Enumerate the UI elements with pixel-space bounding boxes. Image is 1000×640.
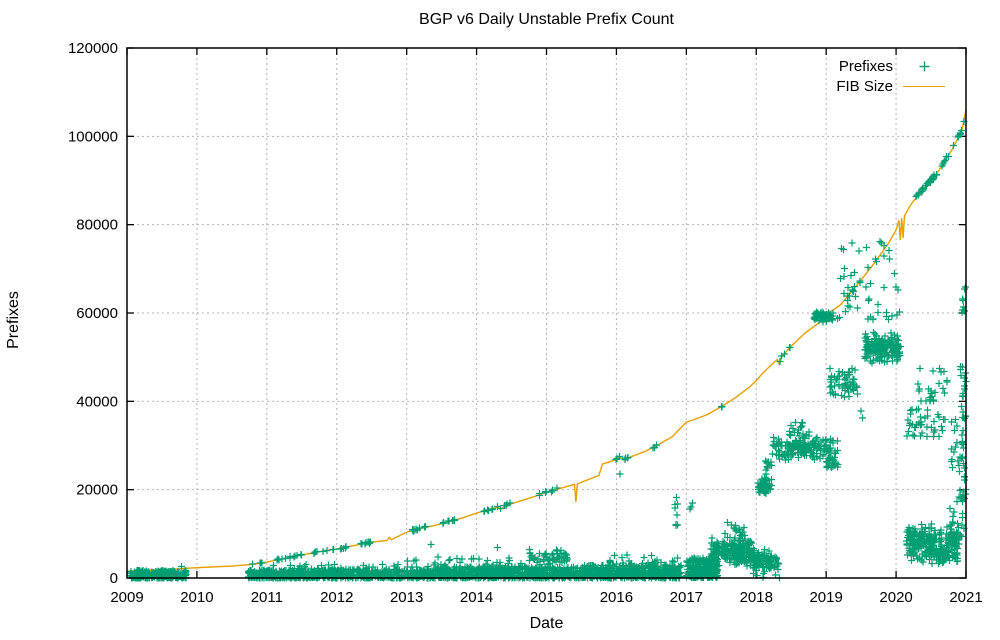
svg-text:2017: 2017 (670, 589, 703, 606)
svg-text:2009: 2009 (110, 589, 143, 606)
svg-text:2016: 2016 (600, 589, 633, 606)
svg-text:2020: 2020 (879, 589, 912, 606)
legend: Prefixes FIB Size (770, 56, 955, 96)
svg-text:2011: 2011 (251, 589, 283, 606)
legend-row-prefixes: Prefixes (770, 56, 955, 76)
svg-text:2018: 2018 (740, 589, 773, 606)
svg-text:2014: 2014 (460, 589, 493, 606)
legend-label-prefixes: Prefixes (838, 57, 893, 75)
svg-text:0: 0 (110, 570, 118, 587)
svg-text:2021: 2021 (949, 589, 982, 606)
x-axis-label: Date (529, 615, 564, 632)
svg-text:2010: 2010 (180, 589, 213, 606)
fib-line-icon (893, 85, 955, 87)
svg-text:80000: 80000 (76, 217, 118, 234)
svg-text:120000: 120000 (68, 40, 118, 57)
svg-text:40000: 40000 (76, 393, 118, 410)
legend-label-fib: FIB Size (836, 77, 893, 95)
chart-title: BGP v6 Daily Unstable Prefix Count (419, 11, 674, 28)
svg-text:2015: 2015 (530, 589, 563, 606)
prefixes-point-icon (893, 60, 955, 73)
prefixes-scatter (127, 118, 970, 582)
legend-row-fib: FIB Size (770, 76, 955, 96)
svg-text:60000: 60000 (76, 305, 118, 322)
svg-text:20000: 20000 (76, 482, 118, 499)
svg-text:100000: 100000 (68, 128, 118, 145)
svg-text:2012: 2012 (320, 589, 353, 606)
svg-text:2019: 2019 (809, 589, 842, 606)
svg-text:2013: 2013 (390, 589, 423, 606)
